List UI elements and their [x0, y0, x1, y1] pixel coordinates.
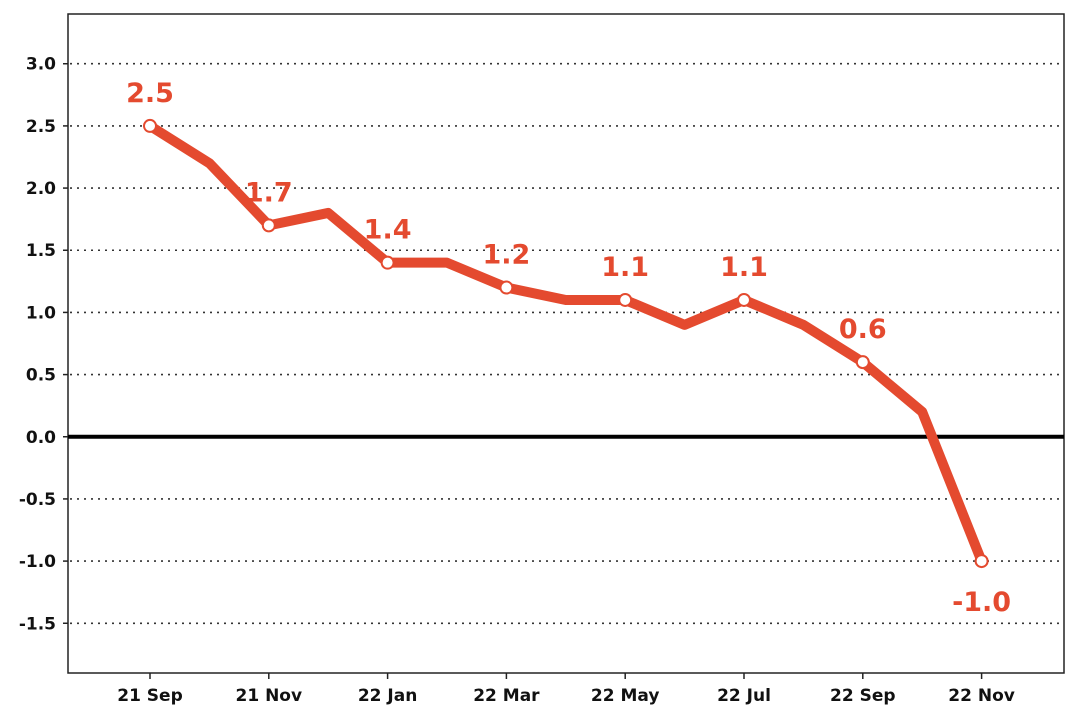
- point-marker: [143, 118, 157, 133]
- point-marker: [974, 554, 989, 569]
- y-tick-label: 0.0: [26, 428, 56, 448]
- y-tick-label: 1.0: [26, 303, 56, 323]
- data-label: 1.7: [245, 177, 293, 208]
- point-marker: [618, 292, 633, 307]
- point-marker: [855, 355, 870, 370]
- point-marker: [261, 218, 276, 233]
- x-tick-label: 21 Sep: [117, 686, 183, 706]
- x-tick-label: 22 Sep: [830, 686, 896, 706]
- data-label: 2.5: [126, 78, 174, 109]
- data-label: 1.4: [364, 215, 412, 246]
- y-tick-label: 3.0: [26, 55, 56, 75]
- point-markers: [143, 118, 989, 569]
- point-marker: [380, 255, 395, 270]
- x-tick-label: 22 Mar: [473, 686, 540, 706]
- data-label: -1.0: [952, 587, 1011, 618]
- plot-frame: [67, 13, 1065, 674]
- data-label: 0.6: [839, 314, 887, 345]
- gridlines: [70, 62, 1062, 625]
- series-line: [145, 120, 987, 567]
- y-tick-label: 2.0: [26, 179, 56, 199]
- x-axis-ticks: 21 Sep 21 Nov 22 Jan 22 Mar 22 May 22 Jul 22 S…: [117, 673, 1015, 706]
- point-marker: [737, 292, 751, 307]
- y-axis-tick-labels: 3.0 2.5 2.0 1.5 1.0 0.5 0.0 -0.5 -1.0 -1.5: [19, 55, 68, 634]
- x-tick-label: 22 Nov: [948, 686, 1015, 706]
- y-tick-label: 2.5: [26, 117, 56, 137]
- y-tick-label: -1.5: [19, 614, 56, 634]
- y-tick-label: -1.0: [19, 552, 56, 572]
- x-tick-label: 22 Jan: [358, 686, 417, 706]
- x-tick-label: 22 May: [591, 686, 660, 706]
- x-tick-label: 22 Jul: [717, 686, 771, 706]
- x-tick-label: 21 Nov: [236, 686, 303, 706]
- data-labels: 2.5 1.7 1.4 1.2 1.1 1.1 0.6 -1.0: [126, 78, 1011, 618]
- data-label: 1.1: [601, 252, 649, 283]
- data-label: 1.2: [482, 240, 530, 271]
- y-tick-label: 1.5: [26, 241, 56, 261]
- point-marker: [499, 280, 514, 295]
- data-series: [145, 120, 987, 567]
- y-tick-label: 0.5: [26, 366, 56, 386]
- data-label: 1.1: [720, 252, 768, 283]
- y-tick-label: -0.5: [19, 490, 56, 510]
